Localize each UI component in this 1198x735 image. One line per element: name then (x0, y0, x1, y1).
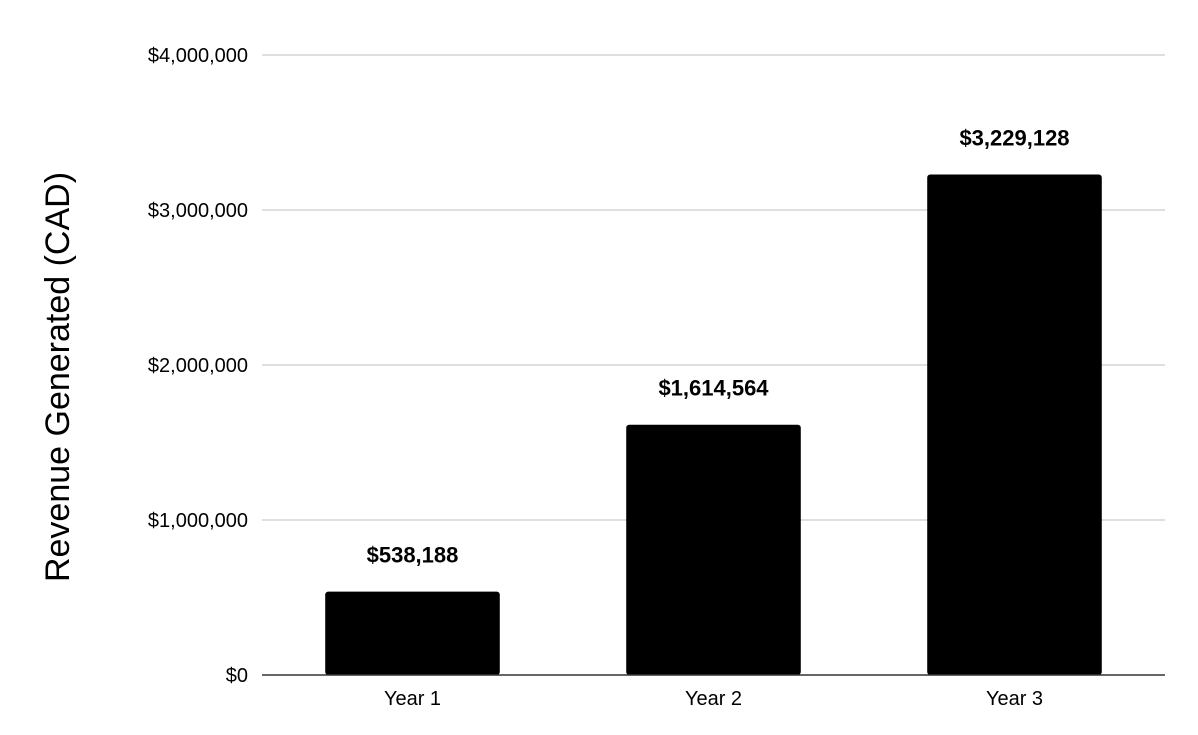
data-label-2: $1,614,564 (658, 376, 769, 401)
bar-2 (626, 424, 801, 675)
bar-1 (325, 591, 500, 675)
bar-3 (927, 174, 1102, 675)
y-tick-label: $1,000,000 (148, 510, 248, 532)
y-tick-label: $4,000,000 (148, 45, 248, 67)
x-tick-label: Year 2 (685, 688, 742, 710)
y-tick-label: $3,000,000 (148, 200, 248, 222)
x-tick-label: Year 3 (986, 688, 1043, 710)
y-axis-title: Revenue Generated (CAD) (39, 172, 77, 582)
y-axis-tick-labels: $0 $1,000,000 $2,000,000 $3,000,000 $4,000,0… (148, 45, 248, 687)
y-tick-label: $2,000,000 (148, 355, 248, 377)
x-tick-label: Year 1 (384, 688, 441, 710)
data-label-3: $3,229,128 (959, 125, 1069, 150)
bars (325, 174, 1102, 675)
y-tick-label: $0 (226, 665, 248, 687)
x-axis-category-labels: Year 1 Year 2 Year 3 (384, 688, 1043, 710)
data-label-1: $538,188 (367, 543, 459, 568)
data-labels: $538,188 $1,614,564 $3,229,128 (367, 125, 1070, 567)
